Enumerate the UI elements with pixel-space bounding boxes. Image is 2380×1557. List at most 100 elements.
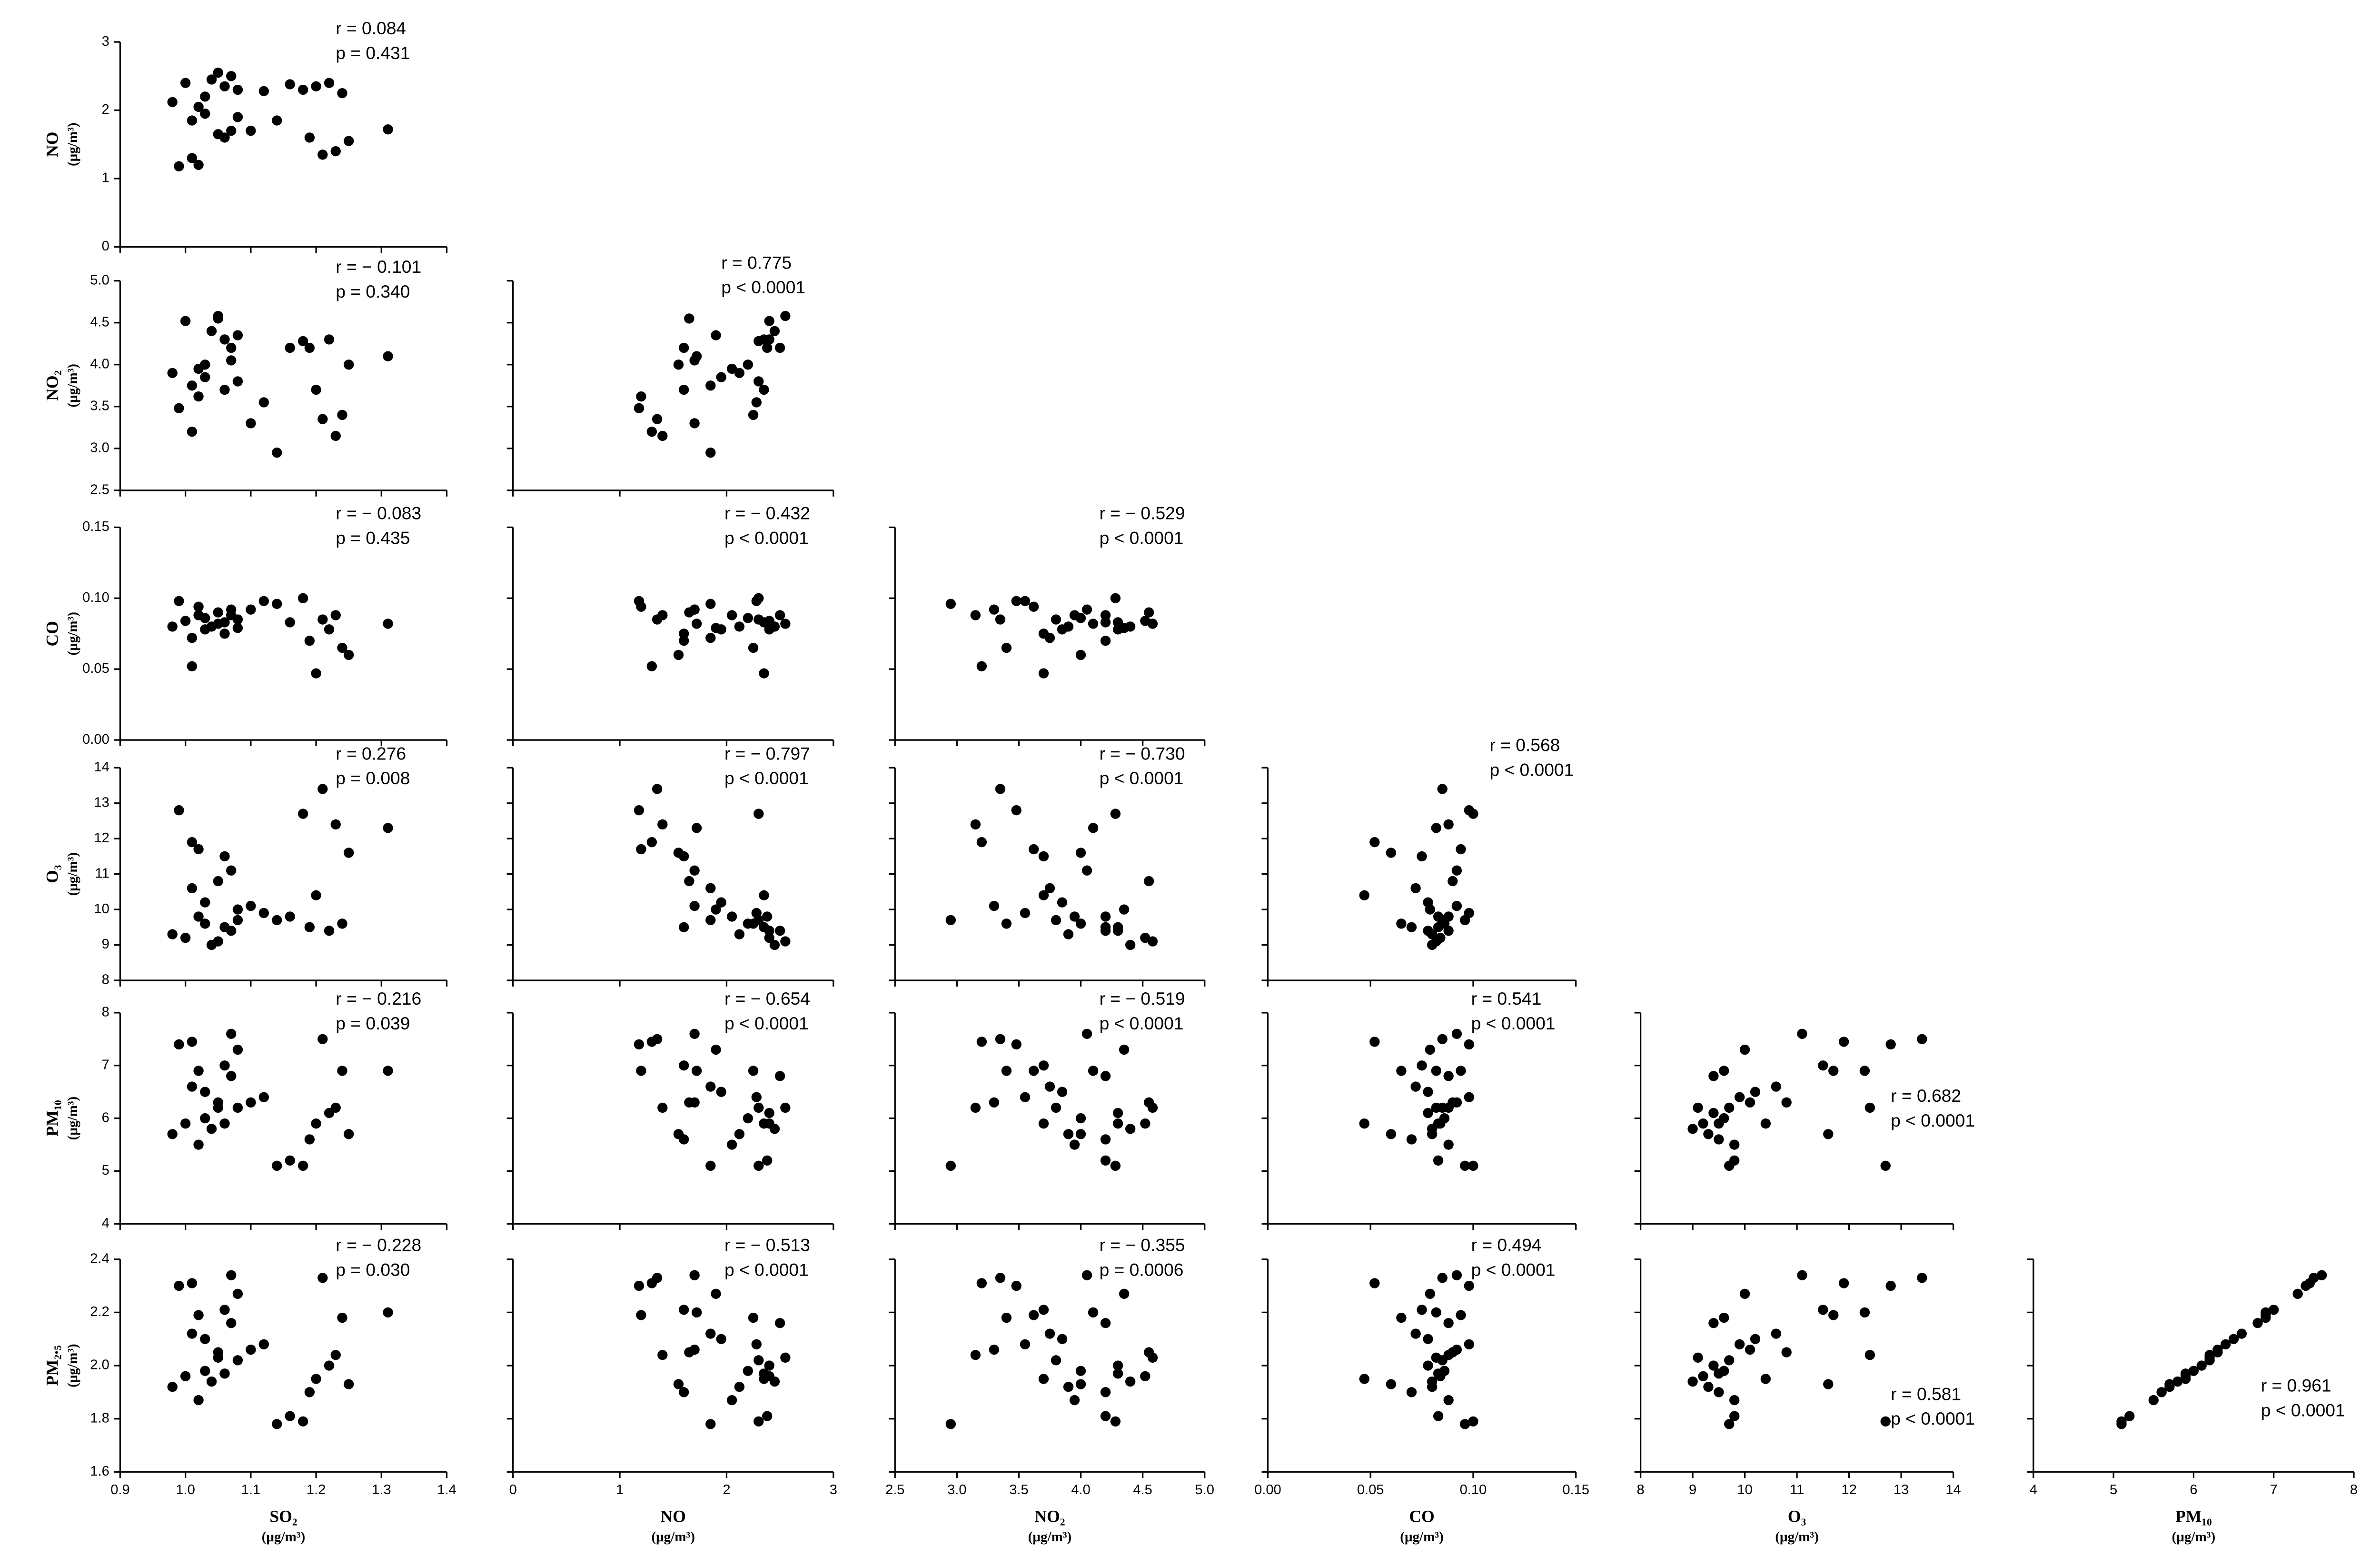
data-point (673, 1379, 684, 1389)
data-point (1864, 1350, 1875, 1360)
data-point (2164, 1379, 2175, 1389)
data-point (636, 1066, 646, 1076)
y-axis-unit: (μg/m³) (65, 123, 80, 167)
data-point (311, 890, 321, 900)
data-point (764, 1360, 774, 1371)
data-point (1750, 1334, 1761, 1344)
data-point (945, 1419, 956, 1429)
data-point (780, 619, 791, 629)
data-point (1406, 1387, 1417, 1397)
data-point (298, 1416, 308, 1427)
data-point (1028, 1066, 1039, 1076)
data-point (1451, 1028, 1462, 1039)
data-point (226, 125, 237, 136)
x-tick-label: 3.0 (947, 1482, 966, 1497)
data-point (226, 355, 237, 366)
data-point (1075, 1129, 1086, 1139)
x-axis-unit: (μg/m³) (262, 1529, 306, 1545)
data-point (219, 334, 230, 345)
data-point (1125, 1376, 1136, 1387)
data-point (1081, 865, 1092, 876)
data-point (193, 844, 204, 855)
y-axis-unit: (μg/m³) (65, 612, 80, 656)
data-point (1057, 1334, 1068, 1344)
data-point (1028, 1310, 1039, 1320)
data-point (652, 784, 663, 794)
data-point (206, 1124, 217, 1134)
data-point (226, 1318, 237, 1328)
data-point (1396, 918, 1407, 929)
data-point (246, 1344, 256, 1355)
data-point (337, 409, 347, 420)
data-point (1112, 1118, 1123, 1129)
data-point (1100, 636, 1111, 646)
y-tick-label: 3.0 (90, 440, 109, 455)
data-point (1112, 624, 1123, 635)
annotation: p = 0.431 (336, 43, 410, 63)
data-point (1423, 926, 1433, 936)
data-point (678, 342, 689, 353)
data-point (1714, 1134, 1724, 1145)
x-tick-label: 2.5 (885, 1482, 904, 1497)
annotation: r = 0.541 (1471, 988, 1542, 1008)
data-point (193, 1310, 204, 1320)
data-point (311, 1374, 321, 1384)
data-point (311, 668, 321, 679)
data-point (285, 79, 295, 90)
data-point (751, 1339, 762, 1350)
annotation: p < 0.0001 (1100, 528, 1184, 548)
data-point (232, 112, 243, 122)
data-point (304, 1387, 315, 1397)
data-point (304, 922, 315, 932)
data-point (1063, 1129, 1074, 1139)
data-point (673, 1129, 684, 1139)
data-point (705, 1328, 716, 1339)
x-axis-unit: (μg/m³) (2172, 1529, 2216, 1545)
data-point (774, 926, 785, 936)
data-point (634, 1280, 645, 1291)
y-tick-label: 5.0 (90, 272, 109, 288)
data-point (1051, 1102, 1061, 1113)
data-point (976, 837, 987, 848)
data-point (705, 915, 716, 926)
data-point (1729, 1155, 1740, 1166)
data-point (304, 1134, 315, 1145)
data-point (1100, 1411, 1111, 1421)
data-point (1011, 1280, 1021, 1291)
data-point (1451, 900, 1462, 911)
data-point (187, 426, 198, 437)
data-point (187, 661, 198, 671)
data-point (1406, 922, 1417, 932)
data-point (1038, 668, 1049, 679)
data-point (232, 330, 243, 340)
data-point (1423, 1360, 1433, 1371)
data-point (1431, 1307, 1441, 1318)
data-point (258, 908, 269, 918)
data-point (1110, 1160, 1121, 1171)
annotation: p < 0.0001 (1100, 768, 1184, 788)
data-point (636, 391, 646, 402)
data-point (1140, 1118, 1150, 1129)
y-tick-label: 2.0 (90, 1357, 109, 1373)
data-point (636, 601, 646, 612)
data-point (272, 1160, 282, 1171)
annotation: r = − 0.355 (1100, 1235, 1185, 1255)
data-point (684, 313, 694, 324)
data-point (174, 596, 184, 606)
data-point (200, 109, 210, 119)
annotation: r = 0.682 (1891, 1086, 1961, 1106)
data-point (1396, 1312, 1407, 1323)
data-point (226, 604, 237, 615)
y-axis-label: NO (42, 132, 61, 157)
data-point (1771, 1328, 1781, 1339)
data-point (324, 334, 335, 345)
data-point (1143, 1097, 1154, 1108)
data-point (1693, 1102, 1703, 1113)
data-point (1112, 1108, 1123, 1118)
data-point (1100, 610, 1111, 620)
y-axis-unit: (μg/m³) (65, 1344, 80, 1387)
y-tick-label: 2.5 (90, 482, 109, 498)
data-point (2148, 1395, 2159, 1406)
data-point (716, 372, 726, 382)
